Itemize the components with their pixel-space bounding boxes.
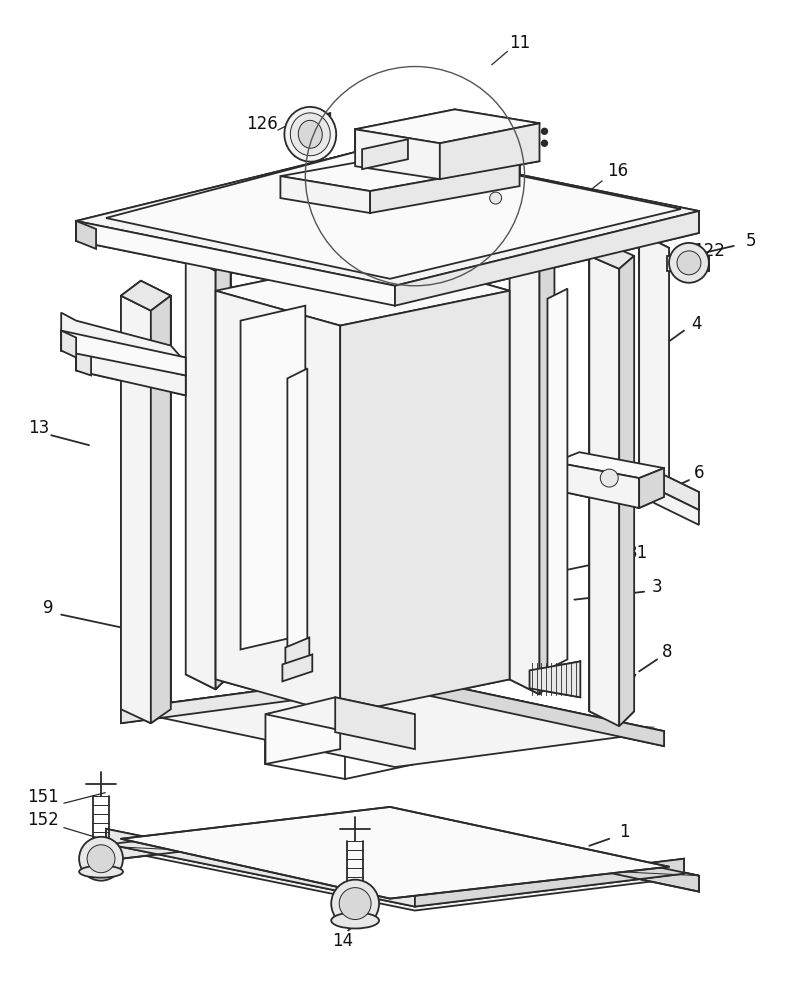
Polygon shape bbox=[96, 811, 390, 862]
Polygon shape bbox=[216, 291, 340, 714]
Polygon shape bbox=[121, 281, 171, 311]
Polygon shape bbox=[216, 256, 231, 689]
Circle shape bbox=[490, 192, 502, 204]
Polygon shape bbox=[76, 146, 699, 286]
Text: 11: 11 bbox=[509, 34, 530, 52]
Polygon shape bbox=[106, 829, 415, 907]
Text: 13: 13 bbox=[28, 419, 49, 437]
Text: 16: 16 bbox=[607, 162, 628, 180]
Polygon shape bbox=[285, 638, 310, 667]
Polygon shape bbox=[555, 452, 664, 478]
Polygon shape bbox=[589, 243, 634, 269]
Polygon shape bbox=[280, 149, 520, 191]
Polygon shape bbox=[356, 129, 440, 179]
Text: 31: 31 bbox=[626, 544, 648, 562]
Polygon shape bbox=[121, 673, 664, 767]
Polygon shape bbox=[639, 233, 669, 487]
Circle shape bbox=[79, 837, 123, 881]
Polygon shape bbox=[639, 468, 664, 508]
Polygon shape bbox=[589, 256, 619, 726]
Polygon shape bbox=[61, 313, 186, 362]
Text: 4: 4 bbox=[692, 315, 702, 333]
Polygon shape bbox=[335, 697, 415, 749]
Polygon shape bbox=[151, 296, 171, 723]
Circle shape bbox=[541, 128, 547, 134]
Ellipse shape bbox=[284, 107, 337, 162]
Polygon shape bbox=[390, 673, 664, 746]
Polygon shape bbox=[106, 146, 681, 279]
Polygon shape bbox=[619, 256, 634, 726]
Text: 8: 8 bbox=[662, 643, 672, 661]
Polygon shape bbox=[295, 113, 330, 156]
Polygon shape bbox=[356, 109, 540, 143]
Polygon shape bbox=[280, 176, 370, 213]
Polygon shape bbox=[390, 811, 699, 892]
Polygon shape bbox=[121, 807, 669, 899]
Polygon shape bbox=[216, 256, 510, 326]
Text: 14: 14 bbox=[333, 932, 354, 950]
Circle shape bbox=[339, 888, 371, 920]
Text: 5: 5 bbox=[746, 232, 756, 250]
Text: A: A bbox=[389, 194, 401, 209]
Text: 151: 151 bbox=[28, 788, 59, 806]
Polygon shape bbox=[76, 221, 395, 306]
Text: 10: 10 bbox=[337, 712, 358, 730]
Polygon shape bbox=[362, 139, 408, 169]
Polygon shape bbox=[186, 243, 231, 271]
Circle shape bbox=[677, 251, 701, 275]
Polygon shape bbox=[61, 331, 186, 375]
Polygon shape bbox=[96, 811, 699, 911]
Ellipse shape bbox=[79, 866, 123, 878]
Polygon shape bbox=[76, 221, 96, 249]
Polygon shape bbox=[121, 296, 151, 723]
Text: 1: 1 bbox=[619, 823, 630, 841]
Polygon shape bbox=[121, 673, 390, 723]
Text: 152: 152 bbox=[28, 811, 59, 829]
Polygon shape bbox=[555, 462, 639, 508]
Circle shape bbox=[669, 243, 709, 283]
Polygon shape bbox=[510, 231, 540, 694]
Polygon shape bbox=[265, 697, 415, 731]
Circle shape bbox=[541, 140, 547, 146]
Polygon shape bbox=[240, 306, 305, 649]
Polygon shape bbox=[288, 368, 307, 659]
Polygon shape bbox=[186, 256, 216, 689]
Polygon shape bbox=[654, 470, 699, 510]
Polygon shape bbox=[529, 661, 581, 697]
Circle shape bbox=[331, 880, 379, 927]
Text: 124: 124 bbox=[201, 197, 234, 215]
Polygon shape bbox=[61, 331, 76, 358]
Text: 122: 122 bbox=[693, 242, 725, 260]
Polygon shape bbox=[540, 233, 555, 694]
Polygon shape bbox=[76, 351, 91, 375]
Polygon shape bbox=[510, 218, 555, 246]
Polygon shape bbox=[340, 291, 510, 714]
Ellipse shape bbox=[299, 120, 322, 148]
Polygon shape bbox=[415, 859, 684, 907]
Circle shape bbox=[87, 845, 115, 873]
Polygon shape bbox=[282, 654, 312, 681]
Polygon shape bbox=[76, 351, 186, 395]
Text: 3: 3 bbox=[652, 578, 662, 596]
Polygon shape bbox=[370, 164, 520, 213]
Polygon shape bbox=[106, 829, 684, 907]
Polygon shape bbox=[265, 699, 340, 764]
Polygon shape bbox=[667, 256, 709, 271]
Ellipse shape bbox=[331, 913, 379, 928]
Polygon shape bbox=[440, 123, 540, 179]
Polygon shape bbox=[547, 289, 567, 669]
Polygon shape bbox=[654, 488, 699, 525]
Text: 9: 9 bbox=[43, 599, 54, 617]
Ellipse shape bbox=[291, 113, 330, 156]
Circle shape bbox=[600, 469, 619, 487]
Text: 7: 7 bbox=[627, 673, 638, 691]
Text: 6: 6 bbox=[694, 464, 704, 482]
Text: 126: 126 bbox=[246, 115, 278, 133]
Polygon shape bbox=[395, 211, 699, 306]
